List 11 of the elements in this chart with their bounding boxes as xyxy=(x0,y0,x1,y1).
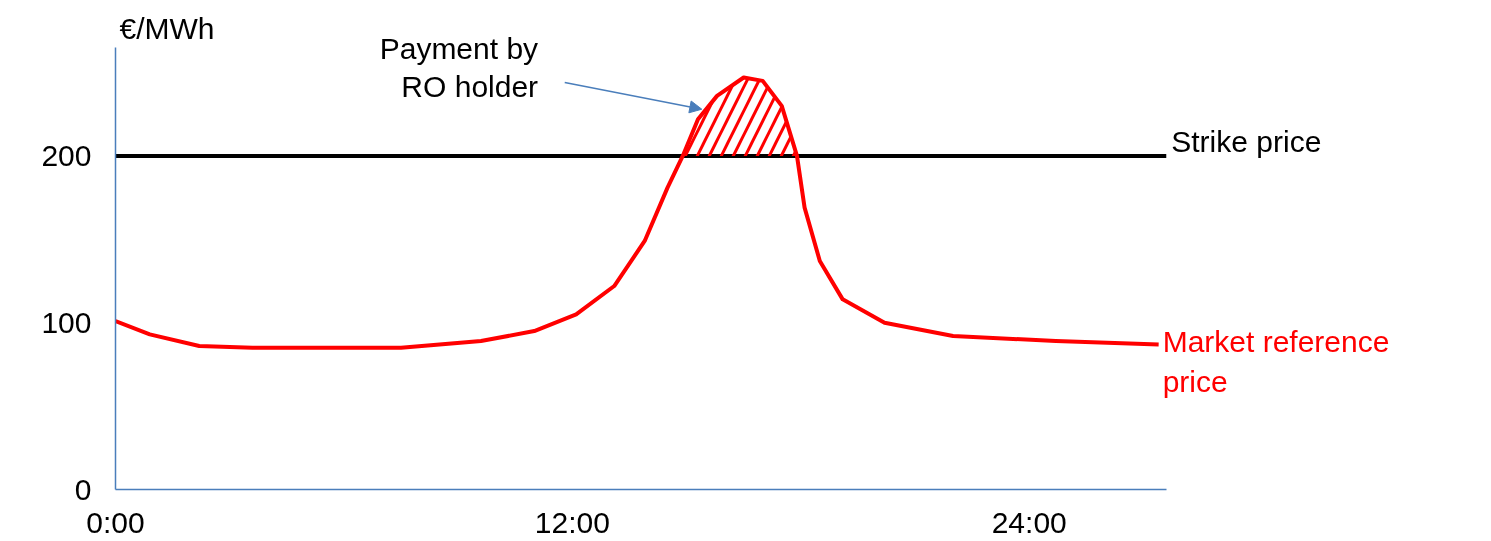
y-tick-label: 0 xyxy=(74,472,92,506)
x-tick-label: 0:00 xyxy=(86,505,145,539)
x-tick-label: 12:00 xyxy=(534,505,610,539)
line-series xyxy=(115,75,1161,350)
y-axis-title: €/MWh xyxy=(119,12,215,46)
y-tick-label: 200 xyxy=(41,138,92,172)
ref-line-label: Strike price xyxy=(1171,124,1322,158)
y-tick-label: 100 xyxy=(41,305,92,339)
annotation: Payment by RO holder xyxy=(379,32,539,103)
series-label: Market reference price xyxy=(1162,325,1390,398)
x-tick-label: 24:00 xyxy=(991,505,1067,539)
